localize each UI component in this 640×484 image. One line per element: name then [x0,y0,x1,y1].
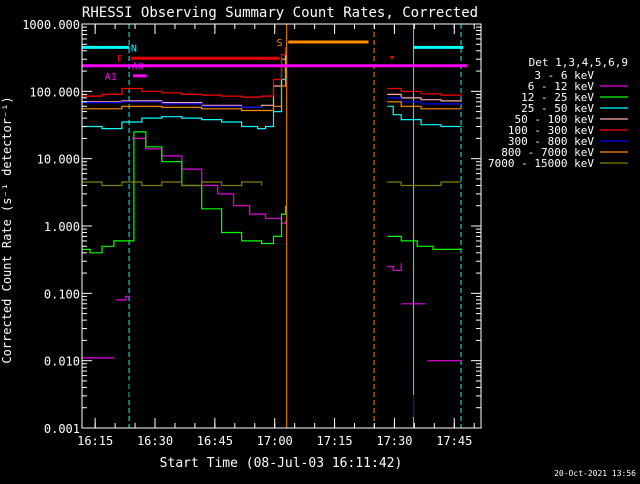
legend-title: Det 1,3,4,5,6,9 [529,56,628,69]
generation-timestamp: 20-Oct-2021 13:56 [554,469,636,478]
axes: 0.001 0.010 0.100 1.000 10.000 100.000 1000.00… [22,18,482,448]
flag-label-A1: A1 [105,72,117,83]
y-tick-label: 0.001 [44,422,80,436]
y-tick-label: 10.000 [37,153,80,167]
x-tick-label: 17:45 [436,434,472,448]
x-tick-label: 17:30 [376,434,412,448]
series-line-7 [82,59,461,112]
x-tick-label: 16:45 [197,434,233,448]
series-line-3 [82,59,461,130]
y-tick-label: 1.000 [44,220,80,234]
series-line-6 [82,97,461,108]
flag-dot-0 [390,55,394,59]
flag-label-S: S [276,38,282,49]
legend-label-6: 300 - 800 keV [508,135,594,148]
x-axis-label: Start Time (08-Jul-03 16:11:42) [160,456,403,471]
legend-label-8: 7000 - 15000 keV [488,157,594,170]
chart-title: RHESSI Observing Summary Count Rates, Co… [82,5,478,21]
legend-label-0: 3 - 6 keV [534,69,594,82]
series-line-1 [82,137,461,362]
legend-label-5: 100 - 300 keV [508,124,594,137]
x-tick-label: 17:00 [257,434,293,448]
legend-label-4: 50 - 100 keV [515,113,595,126]
plot-area: NF A0 A1 S [82,24,468,428]
legend-label-2: 12 - 25 keV [521,91,594,104]
y-tick-label: 100.000 [29,85,80,99]
y-tick-label: 0.100 [44,287,80,301]
y-tick-label: 1000.000 [22,18,80,32]
flag-label-F: F [117,54,123,65]
legend-label-7: 800 - 7000 keV [501,146,594,159]
legend-label-1: 6 - 12 keV [528,80,595,93]
series-line-2 [82,131,461,254]
y-axis-label: Corrected Count Rate (s⁻¹ detector⁻¹) [0,96,14,363]
y-tick-label: 0.010 [44,355,80,369]
x-tick-label: 16:30 [137,434,173,448]
plot-content [82,24,468,428]
x-tick-label: 17:15 [317,434,353,448]
flag-label-A0: A0 [132,62,144,73]
x-tick-label: 16:15 [77,434,113,448]
flag-label-N: N [131,43,137,54]
legend-label-3: 25 - 50 keV [521,102,594,115]
series-line-0 [125,173,426,417]
series-line-8 [82,181,461,187]
series-line-5 [82,47,462,98]
